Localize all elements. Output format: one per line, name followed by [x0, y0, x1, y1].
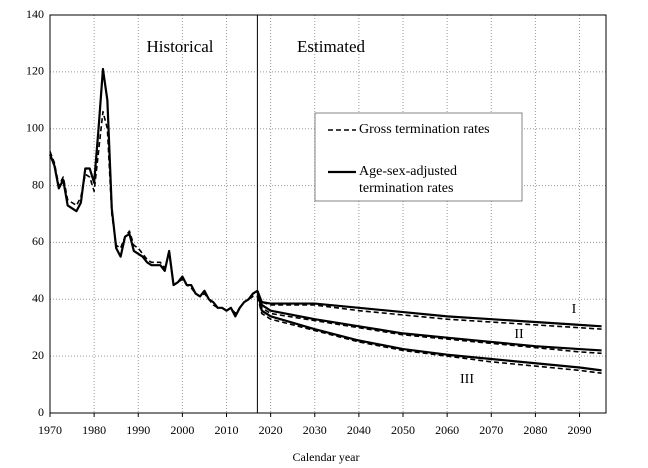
x-tick-label: 2000: [170, 423, 194, 437]
x-tick-label: 1970: [38, 423, 62, 437]
y-tick-label: 60: [32, 234, 44, 248]
x-tick-label: 2020: [259, 423, 283, 437]
y-tick-label: 40: [32, 291, 44, 305]
series-line: [256, 295, 602, 330]
x-tick-label: 2060: [435, 423, 459, 437]
annotation: III: [460, 372, 474, 387]
series-line: [256, 296, 602, 374]
y-tick-label: 80: [32, 177, 44, 191]
series-line: [256, 290, 602, 372]
legend-label: Gross termination rates: [359, 122, 490, 137]
x-tick-label: 2030: [303, 423, 327, 437]
legend-label: termination rates: [359, 181, 453, 196]
y-tick-label: 140: [26, 7, 44, 21]
annotation: II: [514, 327, 524, 342]
x-tick-label: 2010: [215, 423, 239, 437]
x-tick-label: 2080: [523, 423, 547, 437]
x-axis-label: Calendar year: [293, 450, 360, 464]
y-tick-label: 20: [32, 348, 44, 362]
x-tick-label: 2090: [568, 423, 592, 437]
plot-frame: [49, 14, 607, 414]
series-line: [256, 290, 602, 352]
series-line: [48, 67, 258, 318]
x-tick-label: 1980: [82, 423, 106, 437]
x-tick-label: 2050: [391, 423, 415, 437]
legend-label: Age-sex-adjusted: [359, 164, 457, 179]
series-line: [256, 296, 602, 355]
y-tick-label: 0: [38, 405, 44, 419]
y-tick-label: 100: [26, 120, 44, 134]
annotation: I: [572, 302, 577, 317]
legend-box: [314, 112, 523, 202]
x-tick-label: 2040: [347, 423, 371, 437]
annotation: Estimated: [297, 37, 365, 56]
annotation: Historical: [146, 37, 213, 56]
x-tick-label: 1990: [126, 423, 150, 437]
x-tick-label: 2070: [479, 423, 503, 437]
y-tick-label: 120: [26, 64, 44, 78]
series-line: [256, 290, 602, 328]
